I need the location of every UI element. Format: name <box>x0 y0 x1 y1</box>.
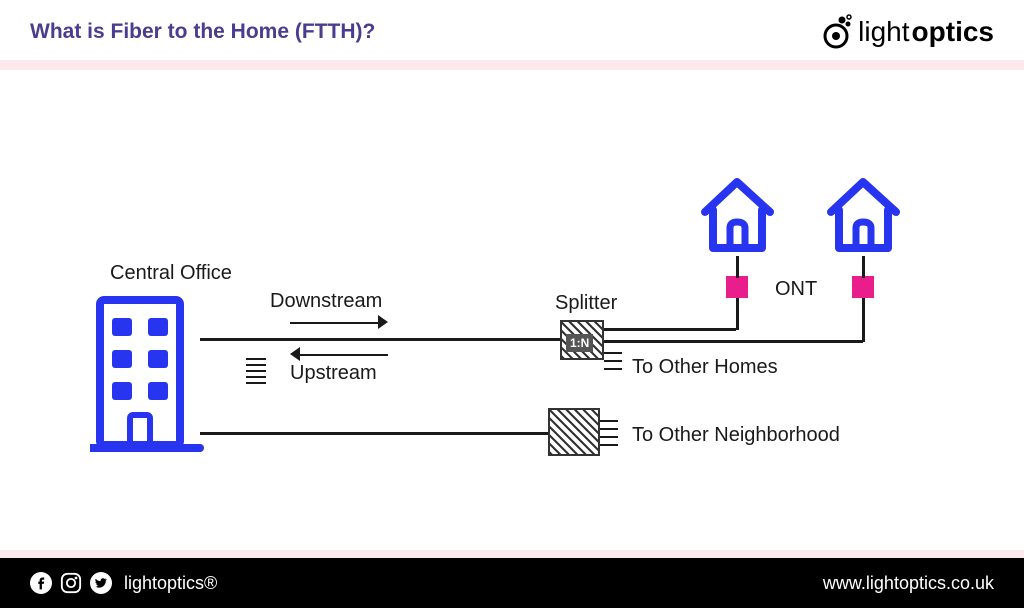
splitter2-out-a <box>600 420 618 422</box>
accent-bar-top <box>0 60 1024 70</box>
header: What is Fiber to the Home (FTTH)? lighto… <box>0 0 1024 60</box>
footer-handle: lightoptics® <box>124 573 217 594</box>
splitter2-out-c <box>600 436 618 438</box>
footer: lightoptics® www.lightoptics.co.uk <box>0 558 1024 608</box>
ont-label: ONT <box>775 278 817 301</box>
house2-ont-line <box>862 256 865 278</box>
downstream-label: Downstream <box>270 290 382 313</box>
upstream-arrow-head <box>290 347 300 361</box>
downstream-arrow-head <box>378 315 388 329</box>
upstream-label: Upstream <box>290 362 377 385</box>
instagram-icon <box>60 572 82 594</box>
logo-icon <box>816 12 856 52</box>
upstream-arrow-line <box>298 354 388 356</box>
line-upper <box>200 338 560 341</box>
splitter1-out1 <box>604 328 736 331</box>
splitter1-out3c <box>604 368 622 370</box>
logo: lightoptics <box>816 12 994 52</box>
house-1-icon <box>695 170 780 260</box>
splitter1-out2-v <box>862 296 865 342</box>
splitter1-out1-v <box>736 296 739 330</box>
central-office-icon <box>90 290 210 455</box>
to-other-neighborhood-label: To Other Neighborhood <box>632 424 840 447</box>
facebook-icon <box>30 572 52 594</box>
splitter-2-icon <box>548 408 600 456</box>
logo-text-light: light <box>858 16 909 48</box>
line-lower <box>200 432 548 435</box>
splitter-label: Splitter <box>555 292 617 315</box>
splitter2-out-d <box>600 444 618 446</box>
splitter-1-icon: 1:N <box>560 320 604 360</box>
ftth-diagram: Central Office Downstream Upstream Split… <box>0 70 1024 540</box>
page-title: What is Fiber to the Home (FTTH)? <box>30 20 375 44</box>
downstream-arrow-line <box>290 322 380 324</box>
splitter1-out3a <box>604 352 622 354</box>
ont-2-icon <box>852 276 874 298</box>
splitter1-out2 <box>604 340 863 343</box>
house1-ont-line <box>736 256 739 278</box>
footer-url: www.lightoptics.co.uk <box>823 573 994 594</box>
logo-text-bold: optics <box>912 16 994 48</box>
to-other-homes-label: To Other Homes <box>632 356 778 379</box>
splitter1-out3b <box>604 360 622 362</box>
house-2-icon <box>821 170 906 260</box>
rack-lines-icon <box>246 358 266 388</box>
accent-bar-bottom <box>0 550 1024 558</box>
splitter2-out-b <box>600 428 618 430</box>
footer-social: lightoptics® <box>30 572 217 594</box>
ont-1-icon <box>726 276 748 298</box>
twitter-icon <box>90 572 112 594</box>
central-office-label: Central Office <box>110 262 232 285</box>
splitter-ratio-label: 1:N <box>566 334 593 352</box>
